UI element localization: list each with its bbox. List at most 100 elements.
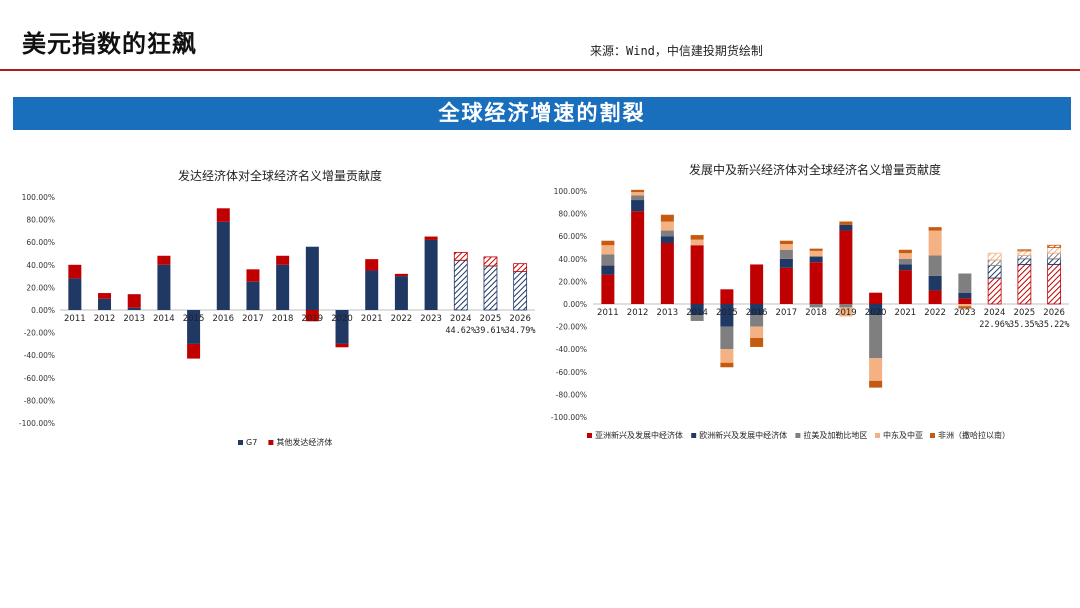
legend-label: 欧洲新兴及发展中经济体 — [699, 430, 787, 440]
y-tick-label: 20.00% — [26, 283, 55, 292]
y-tick-label: 40.00% — [558, 255, 587, 264]
y-tick-label: 40.00% — [26, 261, 55, 270]
bar-2011-s3 — [601, 245, 615, 255]
bar-2023-s0 — [424, 239, 438, 310]
bar-2026-s1 — [1047, 258, 1062, 265]
bar-2022-s1 — [394, 273, 408, 277]
bar-2021-s0 — [365, 270, 379, 310]
bar-2025-s2 — [1017, 255, 1032, 260]
bar-2020-s0 — [869, 292, 883, 304]
y-tick-label: 0.00% — [563, 300, 587, 309]
page-title: 美元指数的狂飙 — [22, 30, 197, 58]
bar-2020-s2 — [869, 315, 883, 359]
bar-2026-s2 — [1047, 252, 1062, 260]
bar-2022-s1 — [928, 275, 942, 291]
legend-swatch — [587, 433, 592, 438]
header-rule — [0, 69, 1080, 71]
x-tick-label: 2017 — [776, 308, 798, 318]
bar-2020-s3 — [869, 358, 883, 381]
legend-swatch — [795, 433, 801, 438]
bar-2019-s0 — [839, 230, 853, 304]
x-tick-label: 2024 — [984, 308, 1006, 318]
bar-2017-s3 — [779, 244, 793, 250]
data-label: 35.35% — [1009, 320, 1040, 330]
y-tick-label: -40.00% — [556, 345, 587, 354]
bar-2020-s0 — [335, 310, 349, 344]
bar-2024-s1 — [453, 251, 468, 261]
bar-2021-s4 — [898, 249, 912, 254]
bar-2017-s0 — [246, 281, 260, 310]
x-tick-label: 2020 — [865, 308, 887, 318]
bar-2012-s0 — [98, 298, 112, 310]
x-tick-label: 2021 — [895, 308, 917, 318]
chart-title: 发达经济体对全球经济名义增量贡献度 — [178, 168, 382, 183]
y-tick-label: 100.00% — [554, 187, 587, 196]
bar-2017-s4 — [779, 240, 793, 245]
x-tick-label: 2012 — [94, 314, 116, 324]
bar-2019-s2 — [839, 304, 853, 308]
bar-2019-s1 — [839, 224, 853, 231]
bar-2016-s1 — [750, 304, 764, 316]
bar-2011-s1 — [68, 264, 82, 279]
source-note: 来源：Wind，中信建投期货绘制 — [590, 44, 763, 58]
x-tick-label: 2015 — [716, 308, 738, 318]
bar-2018-s1 — [276, 255, 290, 265]
bar-2022-s3 — [928, 230, 942, 256]
bar-2023-s1 — [424, 236, 438, 240]
chart-title: 发展中及新兴经济体对全球经济名义增量贡献度 — [689, 162, 941, 177]
bar-2011-s0 — [68, 278, 82, 310]
bar-2023-s4 — [958, 306, 972, 309]
bar-2014-s3 — [690, 239, 704, 246]
y-tick-label: -20.00% — [24, 329, 55, 338]
bar-2012-s0 — [631, 211, 645, 304]
y-tick-label: -100.00% — [551, 413, 587, 422]
legend-label: 拉美及加勒比地区 — [803, 430, 867, 440]
x-tick-label: 2025 — [1014, 308, 1036, 318]
bar-2024-s0 — [453, 259, 468, 311]
bar-2015-s4 — [720, 362, 734, 368]
bar-2016-s2 — [750, 315, 764, 327]
x-tick-label: 2012 — [627, 308, 649, 318]
bar-2023-s2 — [958, 273, 972, 293]
y-tick-label: 60.00% — [558, 232, 587, 241]
bar-2018-s3 — [809, 250, 823, 257]
bar-2026-s0 — [1047, 264, 1062, 305]
bar-2014-s1 — [690, 304, 704, 316]
x-tick-label: 2013 — [123, 314, 145, 324]
bar-2018-s1 — [809, 256, 823, 263]
bar-2022-s2 — [928, 255, 942, 276]
bar-2015-s0 — [187, 310, 201, 344]
bar-2012-s4 — [631, 189, 645, 193]
bar-2011-s2 — [601, 254, 615, 266]
legend-swatch — [691, 433, 697, 438]
legend-swatch — [268, 440, 274, 445]
y-tick-label: -80.00% — [24, 396, 55, 405]
bar-2021-s1 — [898, 264, 912, 271]
y-tick-label: -20.00% — [556, 323, 587, 332]
bar-2015-s1 — [720, 304, 734, 327]
legend-label: 非洲（撒哈拉以南） — [938, 430, 1010, 440]
x-tick-label: 2016 — [212, 314, 234, 324]
x-tick-label: 2016 — [746, 308, 768, 318]
bar-2020-s1 — [869, 304, 883, 316]
bar-2025-s0 — [1017, 264, 1032, 305]
bar-2014-s0 — [690, 245, 704, 304]
bar-2019-s4 — [839, 221, 853, 225]
bar-2019-s0 — [305, 246, 319, 310]
x-tick-label: 2026 — [509, 314, 531, 324]
legend-swatch — [238, 440, 243, 445]
bar-2025-s3 — [1017, 250, 1032, 256]
legend-label: 中东及中亚 — [883, 430, 923, 440]
bar-2014-s1 — [157, 255, 171, 265]
x-tick-label: 2021 — [361, 314, 383, 324]
chart-emerging-svg: 发展中及新兴经济体对全球经济名义增量贡献度 100.00% 80.00% 60.00%… — [551, 162, 1070, 440]
bar-2022-s0 — [928, 290, 942, 304]
bar-2016-s1 — [216, 208, 230, 222]
y-tick-label: 20.00% — [558, 277, 587, 286]
data-label: 39.61% — [475, 326, 506, 336]
x-tick-label: 2019 — [835, 308, 857, 318]
data-label: 34.79% — [505, 326, 536, 336]
bar-2015-s2 — [720, 326, 734, 350]
bar-2026-s0 — [513, 271, 528, 311]
x-tick-label: 2014 — [686, 308, 708, 318]
